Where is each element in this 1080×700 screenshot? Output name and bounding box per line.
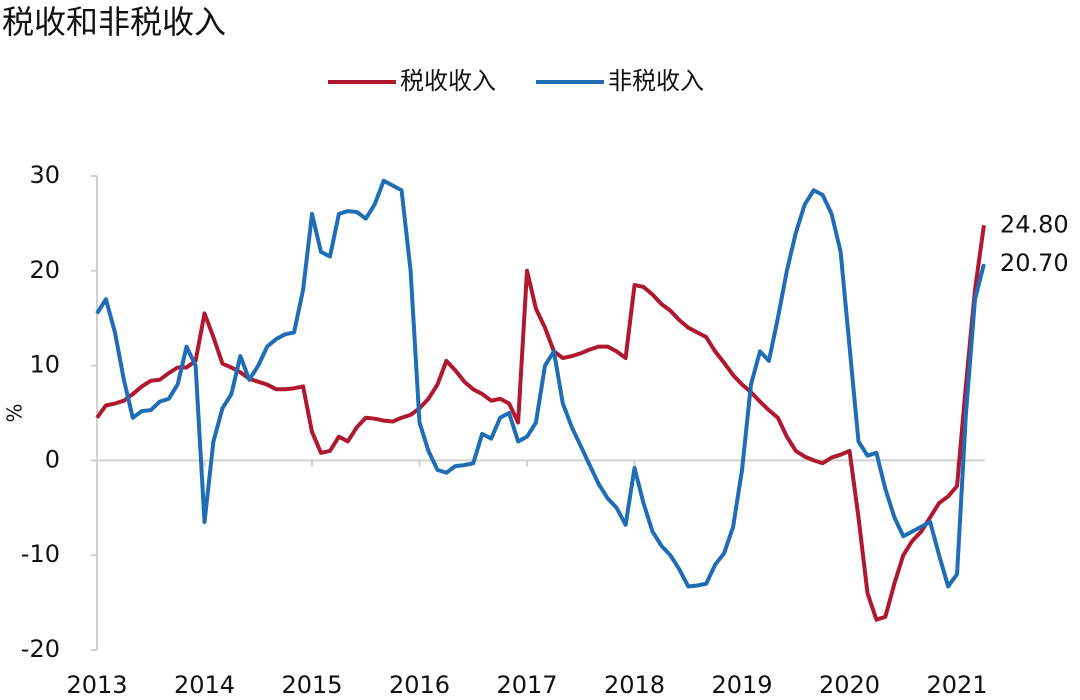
chart-title: 税收和非税收入 (2, 3, 226, 41)
x-tick-label: 2015 (281, 671, 342, 699)
series-line (95, 225, 986, 622)
x-tick-label: 2014 (174, 671, 235, 699)
y-tick-label: 10 (29, 351, 60, 379)
y-tick-label: 0 (45, 445, 60, 473)
y-tick-label: 30 (29, 161, 60, 189)
x-tick-label: 2021 (927, 671, 988, 699)
value-label: 24.80 (1000, 210, 1069, 238)
x-tick-label: 2020 (819, 671, 880, 699)
x-tick-label: 2019 (711, 671, 772, 699)
y-axis-label: % (3, 403, 27, 422)
x-tick-label: 2013 (66, 671, 127, 699)
y-tick-label: -10 (21, 540, 60, 568)
x-tick-label: 2017 (496, 671, 557, 699)
x-tick-label: 2016 (389, 671, 450, 699)
series-line (95, 178, 986, 589)
legend-label: 非税收入 (608, 67, 704, 95)
legend-label: 税收收入 (400, 67, 496, 95)
value-label: 20.70 (1000, 249, 1069, 277)
y-tick-label: 20 (29, 256, 60, 284)
x-tick-label: 2018 (604, 671, 665, 699)
y-tick-label: -20 (21, 635, 60, 663)
